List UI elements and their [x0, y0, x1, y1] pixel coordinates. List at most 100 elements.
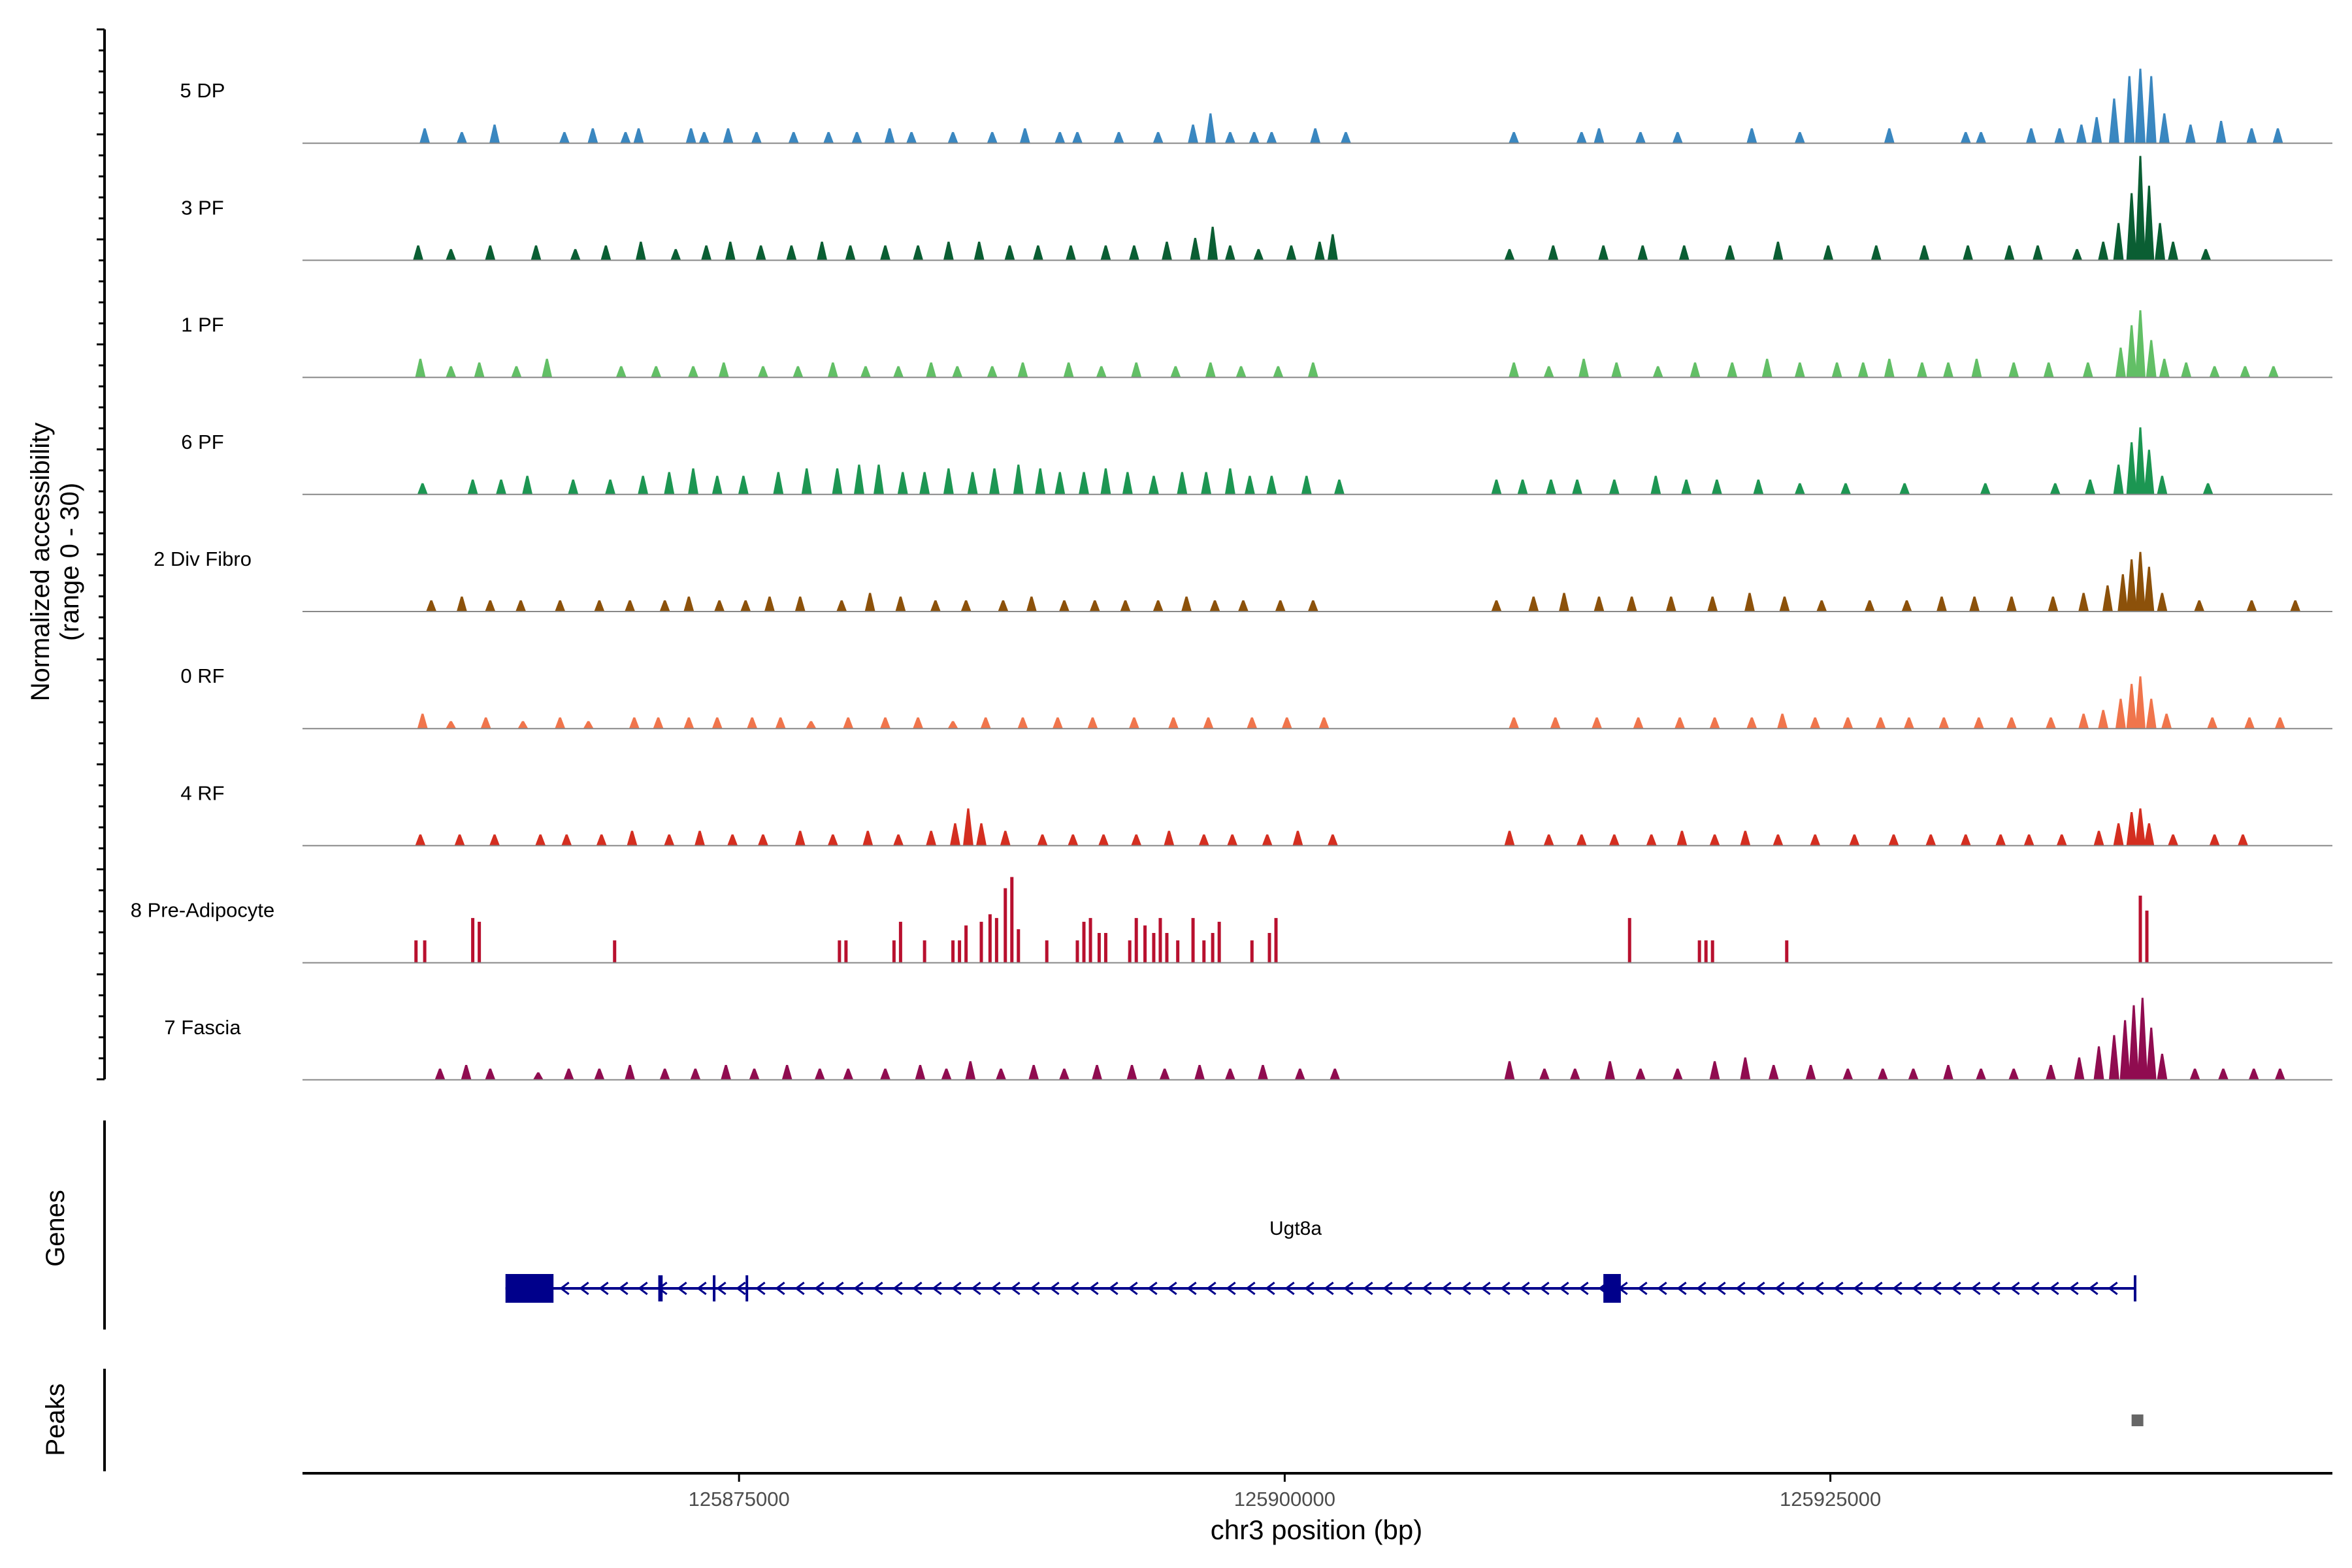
coverage-peak — [817, 241, 828, 261]
coverage-peak — [1842, 717, 1854, 729]
coverage-peak — [1211, 932, 1215, 963]
coverage-peak — [414, 940, 418, 963]
coverage-peak — [2146, 698, 2157, 729]
coverage-peak — [1058, 600, 1070, 612]
strand-chevron — [1755, 1281, 1765, 1296]
coverage-peak — [1504, 830, 1515, 846]
coverage-peak — [683, 717, 694, 729]
strand-chevron — [638, 1281, 648, 1296]
coverage-peak — [1301, 476, 1312, 495]
strand-chevron — [1010, 1281, 1021, 1296]
coverage-peak — [625, 1064, 636, 1080]
coverage-peak — [2093, 830, 2104, 846]
coverage-peak — [1785, 940, 1789, 963]
coverage-peak — [1161, 241, 1172, 261]
coverage-peak — [1131, 834, 1142, 846]
coverage-peak — [1314, 241, 1325, 261]
coverage-peak — [919, 472, 930, 495]
strand-chevron — [1696, 1281, 1707, 1296]
coverage-peak — [659, 1068, 670, 1080]
gene-exon — [713, 1275, 716, 1301]
coverage-peak — [1227, 834, 1238, 846]
coverage-peak — [1045, 940, 1049, 963]
coverage-peak — [827, 362, 838, 378]
coverage-peak — [1572, 479, 1583, 495]
coverage-peak — [987, 132, 998, 144]
coverage-peak — [1593, 596, 1605, 612]
coverage-peak — [1266, 132, 1277, 144]
coverage-peak — [1925, 834, 1936, 846]
coverage-peak — [1122, 472, 1133, 495]
coverage-peak — [659, 600, 670, 612]
coverage-peak — [2004, 245, 2015, 261]
x-tick-label: 125875000 — [689, 1488, 790, 1511]
coverage-peak — [2048, 596, 2059, 612]
coverage-peak — [2246, 128, 2257, 144]
coverage-peak — [786, 245, 797, 261]
coverage-peak — [2144, 566, 2155, 612]
strand-chevron — [1970, 1281, 1981, 1296]
coverage-peak — [454, 834, 465, 846]
coverage-peak — [2102, 585, 2113, 612]
strand-chevron — [1265, 1281, 1275, 1296]
coverage-peak — [1128, 245, 1139, 261]
coverage-peak — [1037, 834, 1048, 846]
coverage-peak — [1665, 596, 1676, 612]
coverage-peak — [980, 717, 991, 729]
coverage-peak — [723, 128, 734, 144]
coverage-peak — [880, 245, 891, 261]
coverage-peak — [417, 713, 428, 729]
coverage-peak — [423, 940, 427, 963]
coverage-peak — [2126, 559, 2137, 612]
y-axis-title-line1: Normalized accessibility — [26, 423, 55, 702]
strand-chevron — [1559, 1281, 1569, 1296]
coverage-peak — [1120, 600, 1131, 612]
coverage-peak — [2240, 366, 2251, 378]
coverage-peak — [1327, 834, 1338, 846]
coverage-peak — [1943, 1064, 1954, 1080]
coverage-peak — [627, 830, 638, 846]
coverage-peak — [893, 834, 904, 846]
y-axis-title-line2: (range 0 - 30) — [56, 483, 84, 641]
coverage-peak — [806, 721, 817, 729]
coverage-peak — [1097, 932, 1101, 963]
gene-exon — [745, 1275, 749, 1301]
coverage-peak — [2146, 340, 2157, 378]
coverage-peak — [2050, 483, 2061, 495]
coverage-peak — [792, 366, 804, 378]
strand-chevron — [1892, 1281, 1903, 1296]
coverage-peak — [1504, 1061, 1515, 1080]
coverage-peak — [532, 1072, 544, 1080]
coverage-peak — [2290, 600, 2301, 612]
coverage-peak — [1794, 132, 1805, 144]
coverage-peak — [1963, 245, 1974, 261]
strand-chevron — [559, 1281, 570, 1296]
coverage-peak — [1244, 476, 1255, 495]
x-axis: 125875000 125900000 125925000 — [302, 1472, 2332, 1511]
strand-chevron — [696, 1281, 707, 1296]
coverage-peak — [755, 245, 766, 261]
coverage-peak — [1327, 234, 1338, 261]
coverage-peak — [446, 366, 457, 378]
coverage-peak — [1017, 362, 1028, 378]
coverage-peak — [522, 476, 533, 495]
coverage-peak — [2082, 362, 2093, 378]
coverage-peak — [1203, 717, 1214, 729]
track-6-pf: 6 PF — [181, 427, 2332, 495]
coverage-peak — [721, 1064, 732, 1080]
coverage-peak — [947, 721, 958, 729]
coverage-peak — [2246, 600, 2257, 612]
coverage-peak — [2238, 834, 2249, 846]
coverage-peak — [2168, 241, 2179, 261]
strand-chevron — [618, 1281, 629, 1296]
coverage-peak — [1000, 830, 1011, 846]
coverage-peak — [1054, 132, 1066, 144]
coverage-peak — [413, 245, 424, 261]
coverage-peak — [1190, 238, 1201, 261]
strand-chevron — [1461, 1281, 1471, 1296]
coverage-peak — [2135, 676, 2146, 729]
coverage-peak — [973, 241, 985, 261]
coverage-peak — [862, 830, 874, 846]
coverage-peak — [1672, 1068, 1683, 1080]
